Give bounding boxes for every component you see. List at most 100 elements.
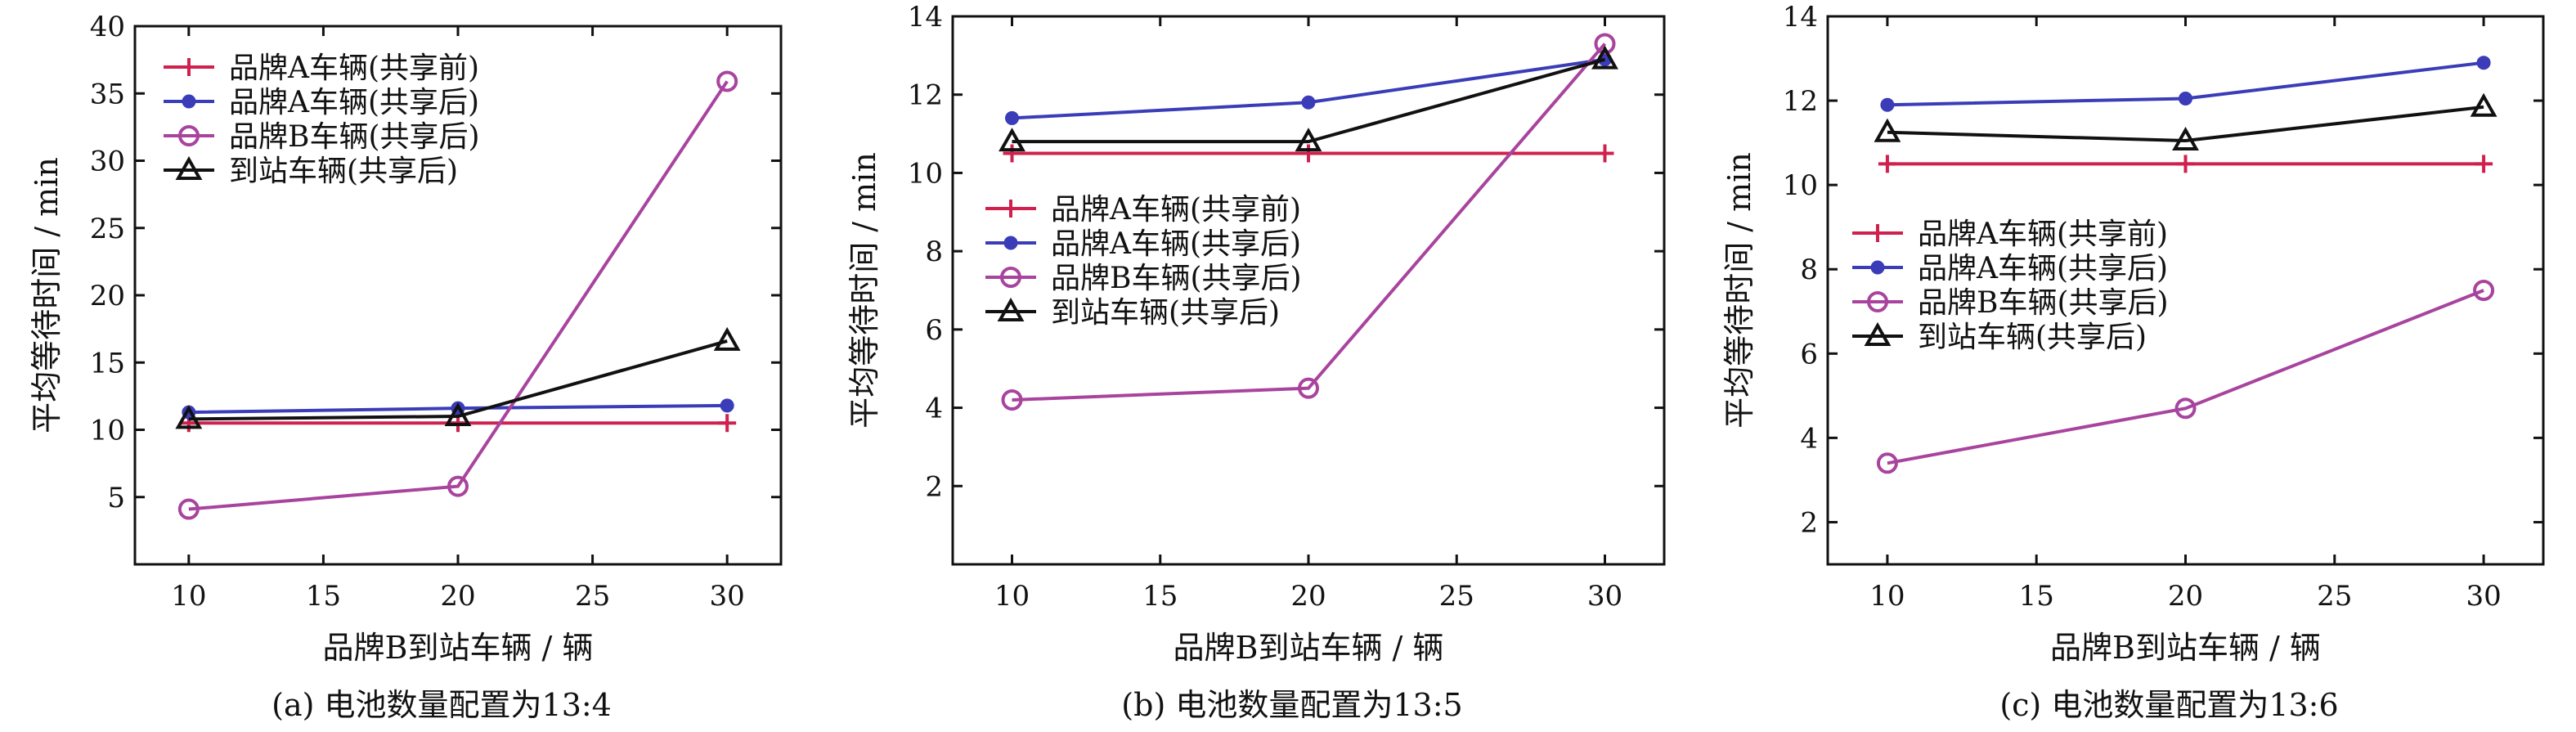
- chart-0: 10 15 20 25 30 5 10 15 20 25 30 35 40 品牌B到站车辆 / 辆 平均等待…: [29, 11, 783, 723]
- chart-1-ytick-label: 14: [908, 1, 943, 34]
- chart-0-ytick-label: 5: [107, 482, 125, 514]
- chart-2-legend-label-2: 品牌B车辆(共享后): [1918, 286, 2169, 320]
- chart-0-legend-marker-0: [180, 58, 198, 76]
- chart-1-series-2-point: [1001, 389, 1023, 411]
- chart-1-ytick-label: 12: [908, 79, 943, 112]
- chart-0-ytick-label: 30: [90, 146, 125, 178]
- chart-2-legend-marker-2: [1867, 291, 1888, 312]
- chart-0-series-3-line: [188, 339, 728, 421]
- chart-1-ytick-label: 2: [925, 470, 943, 503]
- chart-0-ytick-label: 35: [90, 78, 125, 110]
- chart-2-xtick-label: 25: [2317, 580, 2352, 613]
- chart-1-legend-marker-0: [1002, 200, 1020, 218]
- chart-1-series-0-point: [1003, 144, 1021, 163]
- chart-0-legend-marker-1: [182, 94, 196, 109]
- chart-2-ytick-label: 10: [1783, 169, 1818, 202]
- chart-0-xtick-label: 15: [306, 580, 341, 613]
- chart-1-series-1-point: [1005, 110, 1019, 125]
- chart-1-series-3-line: [1012, 57, 1606, 144]
- chart-0-legend-marker-2: [178, 125, 200, 146]
- chart-1-legend-marker-1: [1003, 236, 1018, 250]
- chart-1-legend-label-2: 品牌B车辆(共享后): [1051, 262, 1302, 295]
- chart-2-series-1-point: [1880, 97, 1895, 112]
- chart-1-series-1-point: [1301, 95, 1316, 110]
- chart-1-series-2-line: [1012, 43, 1607, 402]
- chart-1-series-0-point: [1299, 144, 1317, 163]
- chart-1-series-3-point: [1295, 128, 1322, 152]
- chart-1-legend-marker-2: [1000, 267, 1021, 288]
- chart-2-series-3-point: [2172, 126, 2199, 151]
- chart-0-series-2-line: [188, 80, 729, 511]
- chart-1-series-3-point: [1591, 45, 1618, 70]
- chart-2: 10 15 20 25 30 2 4 6 8 10 12 14 品牌B到站车辆 / 辆 平均等待时间 / …: [1721, 1, 2545, 723]
- chart-1-series-2-point: [1594, 33, 1616, 55]
- chart-2-legend-marker-0: [1869, 224, 1887, 242]
- chart-2-legend-label-1: 品牌A车辆(共享后): [1918, 252, 2168, 285]
- chart-2-ytick-label: 12: [1783, 85, 1818, 118]
- chart-0-y-axis-label: 平均等待时间 / min: [29, 157, 65, 433]
- chart-2-x-axis-label: 品牌B到站车辆 / 辆: [2050, 630, 2321, 666]
- chart-1-x-axis-label: 品牌B到站车辆 / 辆: [1174, 630, 1444, 666]
- chart-2-series-3-point: [2470, 92, 2497, 117]
- chart-0-legend-marker-3: [175, 155, 203, 180]
- chart-0-ytick-label: 25: [90, 213, 125, 245]
- chart-0-series-3-point: [713, 326, 741, 351]
- chart-1-series-0-point: [1595, 144, 1614, 163]
- chart-0-series-3-point: [175, 405, 203, 429]
- chart-2-legend-label-3: 到站车辆(共享后): [1918, 321, 2147, 354]
- chart-0-xtick-label: 30: [710, 580, 745, 613]
- chart-1-xtick-label: 30: [1587, 580, 1622, 613]
- chart-2-ytick-label: 4: [1800, 422, 1818, 455]
- chart-0-series-2-point: [177, 498, 200, 520]
- chart-0-series-1-point: [720, 398, 734, 413]
- chart-0-xtick-label: 25: [575, 580, 610, 613]
- chart-2-series-3-point: [1874, 118, 1901, 142]
- chart-2-ytick-label: 2: [1800, 506, 1818, 539]
- chart-1-xtick-label: 15: [1142, 580, 1178, 613]
- chart-0-legend-label-2: 品牌B车辆(共享后): [229, 120, 480, 154]
- chart-1-ytick-label: 10: [908, 157, 943, 190]
- chart-2-series-0-point: [2475, 155, 2493, 173]
- chart-1-series-3-point: [999, 128, 1025, 152]
- chart-0-ytick-label: 15: [90, 347, 125, 379]
- chart-0-legend-label-0: 品牌A车辆(共享前): [229, 52, 479, 85]
- chart-0-series-2-point: [716, 70, 738, 92]
- chart-1-xtick-label: 10: [994, 580, 1030, 613]
- chart-2-series-2-point: [2473, 280, 2495, 301]
- chart-0-legend-label-1: 品牌A车辆(共享后): [229, 86, 479, 119]
- chart-2-xtick-label: 20: [2168, 580, 2203, 613]
- chart-0-series-3-point: [444, 402, 472, 427]
- chart-0-x-axis-label: 品牌B到站车辆 / 辆: [323, 630, 594, 666]
- chart-1-legend-label-0: 品牌A车辆(共享前): [1051, 193, 1301, 227]
- chart-1-legend-label-1: 品牌A车辆(共享后): [1051, 227, 1301, 261]
- chart-0-ytick-label: 40: [90, 11, 125, 43]
- chart-0-xtick-label: 20: [440, 580, 475, 613]
- chart-2-series-2-point: [2174, 397, 2197, 420]
- chart-2-series-2-line: [1887, 289, 2484, 465]
- chart-2-series-0-point: [2176, 155, 2195, 173]
- chart-0-series-0-point: [718, 414, 737, 433]
- chart-2-series-1-point: [2476, 56, 2491, 70]
- chart-1-xtick-label: 20: [1290, 580, 1326, 613]
- chart-2-legend-label-0: 品牌A车辆(共享前): [1918, 218, 2168, 251]
- chart-2-legend-marker-1: [1870, 260, 1885, 275]
- chart-2-ytick-label: 8: [1800, 254, 1818, 286]
- chart-2-xtick-label: 10: [1869, 580, 1905, 613]
- chart-1-ytick-label: 8: [925, 236, 943, 268]
- chart-0-series-2-point: [447, 475, 469, 497]
- chart-2-ytick-label: 14: [1783, 1, 1818, 34]
- chart-0-xtick-label: 10: [171, 580, 206, 613]
- chart-2-ytick-label: 6: [1800, 338, 1818, 370]
- chart-2-legend-marker-3: [1864, 321, 1892, 346]
- chart-0-ytick-label: 10: [90, 415, 125, 447]
- chart-2-caption: (c) 电池数量配置为13:6: [1999, 687, 2338, 723]
- chart-1-y-axis-label: 平均等待时间 / min: [846, 152, 882, 429]
- chart-1-series-2-point: [1298, 377, 1319, 399]
- chart-1-ytick-label: 6: [925, 314, 943, 347]
- chart-2-xtick-label: 30: [2466, 580, 2501, 613]
- chart-2-series-3-line: [1887, 105, 2484, 143]
- chart-0-ytick-label: 20: [90, 280, 125, 312]
- chart-2-series-2-point: [1876, 452, 1898, 474]
- chart-2-series-0-point: [1878, 155, 1896, 173]
